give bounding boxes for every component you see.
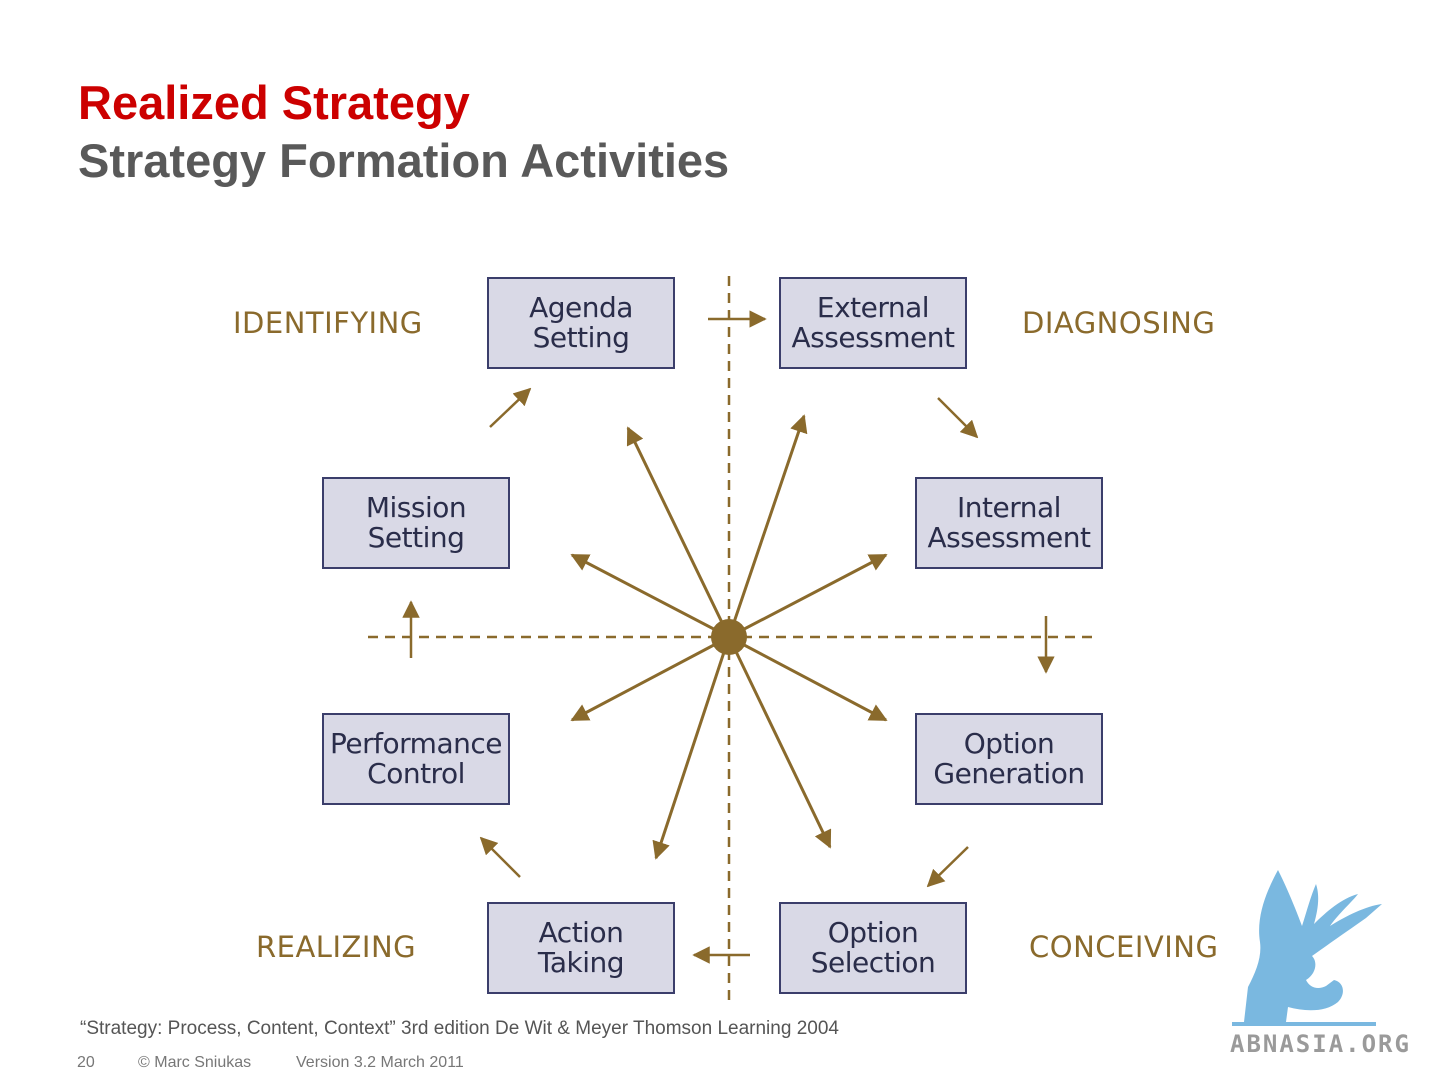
arrow-to-agenda [626,426,731,638]
flow-action-to-performance [479,836,521,878]
box-line: Option [827,916,919,949]
box-line: Generation [933,757,1085,790]
box-line: Setting [367,521,465,554]
box-internal-assessment: Internal Assessment [915,477,1103,569]
box-line: Selection [810,946,936,979]
arrow-to-action [652,636,731,860]
flow-generation-to-selection [926,846,969,888]
box-line: Internal [957,491,1061,524]
box-line: Taking [537,946,625,979]
slide-title: Realized Strategy [78,76,470,129]
box-line: Agenda [529,291,633,324]
box-line: Assessment [791,321,955,354]
footer-version: Version 3.2 March 2011 [296,1054,464,1071]
box-line: Action [538,916,624,949]
arrow-to-option-generation [728,635,888,722]
flow-external-to-internal [937,397,979,439]
box-line: Option [963,727,1055,760]
box-line: External [816,291,930,324]
box-action-taking: Action Taking [487,902,675,994]
box-performance-control: Performance Control [322,713,510,805]
box-line: Mission [365,491,467,524]
quadrant-diagnosing: DIAGNOSING [1022,306,1216,340]
box-mission-setting: Mission Setting [322,477,510,569]
arrow-to-option-selection [727,636,832,849]
arrow-to-internal [728,553,888,639]
footer-author: © Marc Sniukas [138,1054,252,1071]
citation: “Strategy: Process, Content, Context” 3r… [80,1018,839,1039]
flow-mission-to-agenda [489,387,532,428]
arrow-to-mission [570,553,730,639]
quadrant-conceiving: CONCEIVING [1029,930,1219,964]
arrow-to-performance [570,635,730,722]
slide-subtitle: Strategy Formation Activities [78,134,730,187]
quadrant-realizing: REALIZING [256,930,417,964]
box-line: Control [367,757,465,790]
box-line: Setting [532,321,630,354]
box-option-selection: Option Selection [779,902,967,994]
center-node [711,619,747,655]
box-option-generation: Option Generation [915,713,1103,805]
logo-text: ABNASIA.ORG [1230,1030,1411,1058]
box-external-assessment: External Assessment [779,277,967,369]
griffin-icon [1232,870,1382,1026]
box-agenda-setting: Agenda Setting [487,277,675,369]
arrow-to-external [727,414,808,638]
quadrant-identifying: IDENTIFYING [233,306,423,340]
box-line: Assessment [927,521,1091,554]
box-line: Performance [330,727,502,760]
page-number: 20 [77,1054,95,1071]
